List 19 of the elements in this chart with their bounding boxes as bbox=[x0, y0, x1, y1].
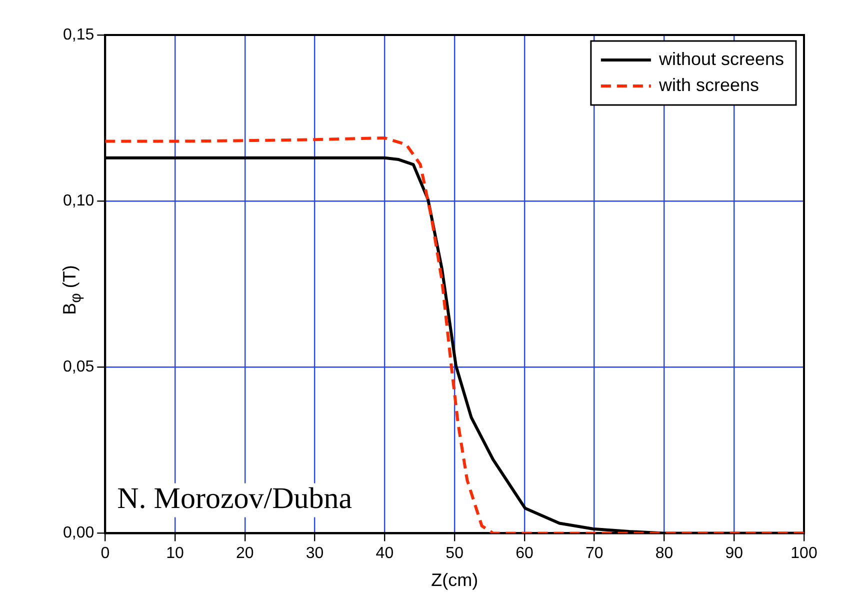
x-tick-label: 70 bbox=[585, 545, 604, 562]
x-tick-label: 50 bbox=[446, 545, 464, 562]
x-axis-title: Z(cm) bbox=[431, 570, 478, 590]
legend-label: without screens bbox=[658, 48, 784, 69]
x-tick-label: 60 bbox=[516, 545, 534, 562]
x-tick-label: 80 bbox=[655, 545, 674, 562]
x-tick-label: 40 bbox=[376, 545, 394, 562]
y-tick-label: 0,00 bbox=[63, 524, 94, 542]
y-tick-label: 0,05 bbox=[63, 358, 94, 376]
x-tick-label: 10 bbox=[166, 545, 184, 562]
x-tick-label: 90 bbox=[725, 545, 744, 562]
y-tick-label: 0,15 bbox=[63, 26, 94, 44]
x-tick-label: 100 bbox=[790, 545, 818, 562]
y-tick-label: 0,10 bbox=[63, 192, 94, 210]
x-tick-label: 30 bbox=[306, 545, 324, 562]
x-tick-label: 0 bbox=[100, 545, 110, 562]
annotation: N. Morozov/Dubna bbox=[117, 482, 352, 516]
legend-label: with screens bbox=[658, 74, 759, 95]
x-tick-label: 20 bbox=[236, 545, 254, 562]
